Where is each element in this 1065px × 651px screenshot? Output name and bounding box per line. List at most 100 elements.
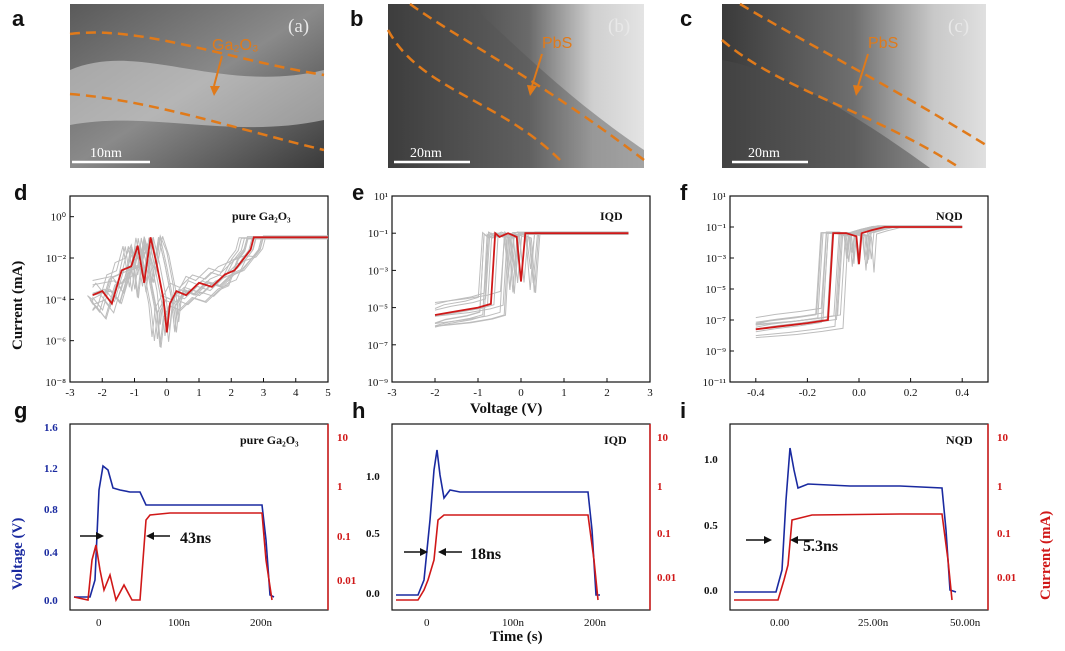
y-tick-label: 10¹ (712, 191, 726, 203)
svg-text:0.1: 0.1 (657, 528, 671, 540)
panel-c-sublabel: (c) (948, 16, 969, 37)
axes-e (391, 195, 651, 383)
pbs-label-c: PbS (868, 35, 898, 52)
panel-f-letter: f (680, 180, 688, 205)
svg-text:0.0: 0.0 (366, 588, 380, 600)
ga2o3-label: Ga₂O₃ (212, 37, 259, 54)
y-tick-label: 10⁻¹ (706, 222, 726, 234)
gray-sweep (755, 226, 963, 330)
rise-time-i: 5.3ns (803, 538, 838, 555)
gray-sweep (755, 226, 963, 330)
panel-b-sublabel: (b) (608, 16, 630, 37)
axes-g (69, 423, 329, 611)
current-trace-h (396, 514, 599, 601)
x-tick-label: -0.4 (747, 387, 765, 399)
rise-time-h: 18ns (470, 546, 501, 563)
panel-g-letter: g (14, 398, 27, 423)
x-tick-label: 0 (518, 387, 524, 399)
xlabel-voltage: Voltage (V) (470, 401, 542, 417)
y-tick-label: 10⁻⁸ (45, 377, 66, 389)
gray-sweeps-f (755, 225, 963, 339)
gray-sweep (755, 226, 963, 325)
x-tick-label: 1 (196, 387, 202, 399)
x-tick-label: -2 (430, 387, 439, 399)
panel-i-letter: i (680, 398, 686, 423)
x-tick-label: -2 (98, 387, 107, 399)
svg-text:1: 1 (657, 481, 663, 493)
svg-text:0.8: 0.8 (44, 504, 58, 516)
panel-b-letter: b (350, 6, 363, 31)
red-sweep-e (434, 231, 629, 316)
panel-f: f -0.4 -0.2 0.0 0.2 0.4 10⁻¹¹ 10⁻⁹ 10⁻⁷ 10⁻⁵ 10⁻³… (680, 180, 989, 399)
x-tick-label: 5 (325, 387, 331, 399)
gray-sweep (92, 236, 328, 333)
svg-text:0.4: 0.4 (44, 547, 58, 559)
x-tick-label: 0 (164, 387, 170, 399)
panel-d-letter: d (14, 180, 27, 205)
panel-h-letter: h (352, 398, 365, 423)
svg-text:0.01: 0.01 (997, 572, 1016, 584)
voltage-trace-i (734, 447, 957, 593)
svg-text:200n: 200n (250, 617, 273, 629)
panel-b: b (b) PbS 20nm (350, 2, 645, 168)
y-tick-label: 10¹ (374, 191, 388, 203)
svg-text:0: 0 (96, 617, 102, 629)
gray-sweep (755, 226, 963, 328)
gray-sweep (755, 225, 963, 324)
gray-sweep (755, 225, 963, 319)
svg-text:0.01: 0.01 (337, 575, 356, 587)
svg-text:100n: 100n (502, 617, 525, 629)
panel-a: a (a) Ga₂O₃ 10nm (12, 4, 325, 168)
y-tick-label: 10⁻¹¹ (703, 377, 726, 389)
y-tick-label: 10⁻³ (706, 253, 727, 265)
y-tick-label: 10⁻⁷ (705, 315, 726, 327)
panel-c-letter: c (680, 6, 692, 31)
gray-sweep (755, 226, 963, 325)
panel-h: h 1.0 0.5 0.0 10 1 0.1 0.01 0 100n 200n 18ns I… (352, 398, 676, 629)
red-sweep-d (92, 236, 328, 333)
scale-b: 20nm (410, 146, 442, 161)
label-d: pure Ga₂O₃ (232, 209, 291, 223)
y-tick-label: 10⁰ (51, 212, 67, 224)
xlabel-time: Time (s) (490, 629, 543, 645)
ylabel-current-right: Current (mA) (1038, 511, 1054, 600)
svg-text:1: 1 (337, 481, 343, 493)
svg-text:1.0: 1.0 (366, 471, 380, 483)
red-sweep-f (755, 226, 963, 331)
label-f: NQD (936, 209, 963, 223)
gray-sweep (755, 225, 963, 323)
svg-text:100n: 100n (168, 617, 191, 629)
ticks-e: -3 -2 -1 0 1 2 3 10⁻⁹ 10⁻⁷ 10⁻⁵ 10⁻³ 10⁻¹ 10¹ (367, 191, 653, 399)
pbs-label-b: PbS (542, 35, 572, 52)
gray-sweep (755, 226, 963, 326)
svg-text:0.1: 0.1 (337, 531, 351, 543)
gray-sweep (92, 238, 328, 348)
gray-sweep (87, 237, 328, 337)
y-tick-label: 10⁻⁵ (367, 303, 388, 315)
panel-e: e -3 -2 -1 0 1 2 3 10⁻⁹ 10⁻⁷ 10⁻⁵ 10⁻³ 10⁻¹ 10¹ IQD (352, 180, 653, 399)
ylabel-voltage-left: Voltage (V) (10, 518, 26, 590)
label-g: pure Ga₂O₃ (240, 433, 299, 447)
voltage-trace-h (396, 449, 600, 596)
svg-text:10: 10 (997, 432, 1009, 444)
y-tick-label: 10⁻⁹ (705, 346, 726, 358)
x-tick-label: -1 (473, 387, 482, 399)
label-e: IQD (600, 209, 623, 223)
svg-text:10: 10 (657, 432, 669, 444)
y-tick-label: 10⁻² (46, 253, 67, 265)
scale-c: 20nm (748, 146, 780, 161)
x-tick-label: 1 (561, 387, 567, 399)
panel-c: c (c) PbS 20nm (680, 2, 987, 170)
panel-d: d -3 -2 -1 0 1 2 3 4 5 10⁻⁸ 10⁻⁶ 10⁻⁴ 10⁻² 10⁰ pure G… (14, 180, 331, 399)
y-tick-label: 10⁻⁵ (705, 284, 726, 296)
gray-sweep (755, 227, 963, 339)
x-tick-label: 0.4 (955, 387, 969, 399)
x-tick-label: -3 (387, 387, 397, 399)
panel-a-sublabel: (a) (288, 16, 309, 37)
panel-a-letter: a (12, 6, 25, 31)
svg-text:1.6: 1.6 (44, 422, 58, 434)
gray-sweep (755, 226, 963, 333)
y-tick-label: 10⁻¹ (368, 228, 388, 240)
x-tick-label: -0.2 (799, 387, 816, 399)
svg-text:0.5: 0.5 (366, 528, 380, 540)
